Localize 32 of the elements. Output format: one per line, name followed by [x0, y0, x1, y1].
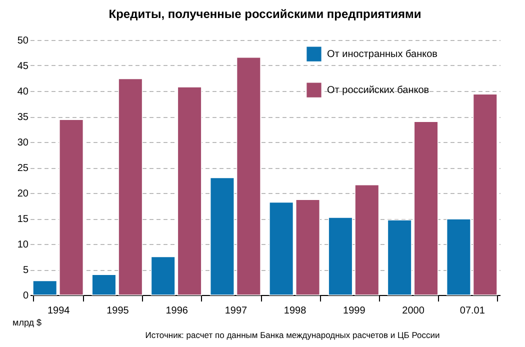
y-tick-label: 40	[17, 86, 29, 98]
x-tick-label: 1994	[47, 306, 70, 316]
bar	[295, 199, 320, 296]
y-tick-label: 5	[22, 265, 29, 276]
y-tick-label: 0	[22, 290, 29, 302]
text: Источник: расчет по данным Банка международных расчетов и ЦБ России	[144, 330, 441, 340]
y-axis-title: млрд $	[12, 318, 42, 328]
y-tick-label: 15	[17, 214, 29, 225]
legend-label: От российских банков	[327, 85, 430, 96]
chart-title: Кредиты, полученные российскими предприятиями	[108, 7, 422, 21]
legend-label: От иностранных банков	[327, 49, 438, 60]
x-tick-label: 1998	[284, 306, 307, 316]
y-tick-label: 30	[17, 138, 29, 148]
bar	[236, 56, 261, 296]
y-tick-label: 25	[17, 163, 29, 174]
y-tick-label: 10	[17, 240, 29, 250]
x-tick-label: 1996	[166, 306, 188, 316]
y-tick-label: 20	[17, 188, 29, 200]
x-tick-label: 07.01	[460, 306, 486, 316]
y-tick-label: 45	[17, 61, 29, 72]
y-tick-label: 50	[17, 36, 29, 46]
x-tick-label: 2000	[402, 306, 425, 316]
bar	[472, 94, 498, 296]
bar	[269, 202, 294, 296]
x-tick-label: 1999	[343, 306, 366, 316]
bar	[32, 280, 58, 296]
bar	[59, 119, 84, 296]
x-tick-label: 1995	[106, 306, 130, 316]
y-tick-label: 35	[17, 112, 29, 123]
x-tick-label: 1997	[224, 306, 248, 316]
bar	[210, 177, 235, 296]
bar	[446, 218, 471, 296]
